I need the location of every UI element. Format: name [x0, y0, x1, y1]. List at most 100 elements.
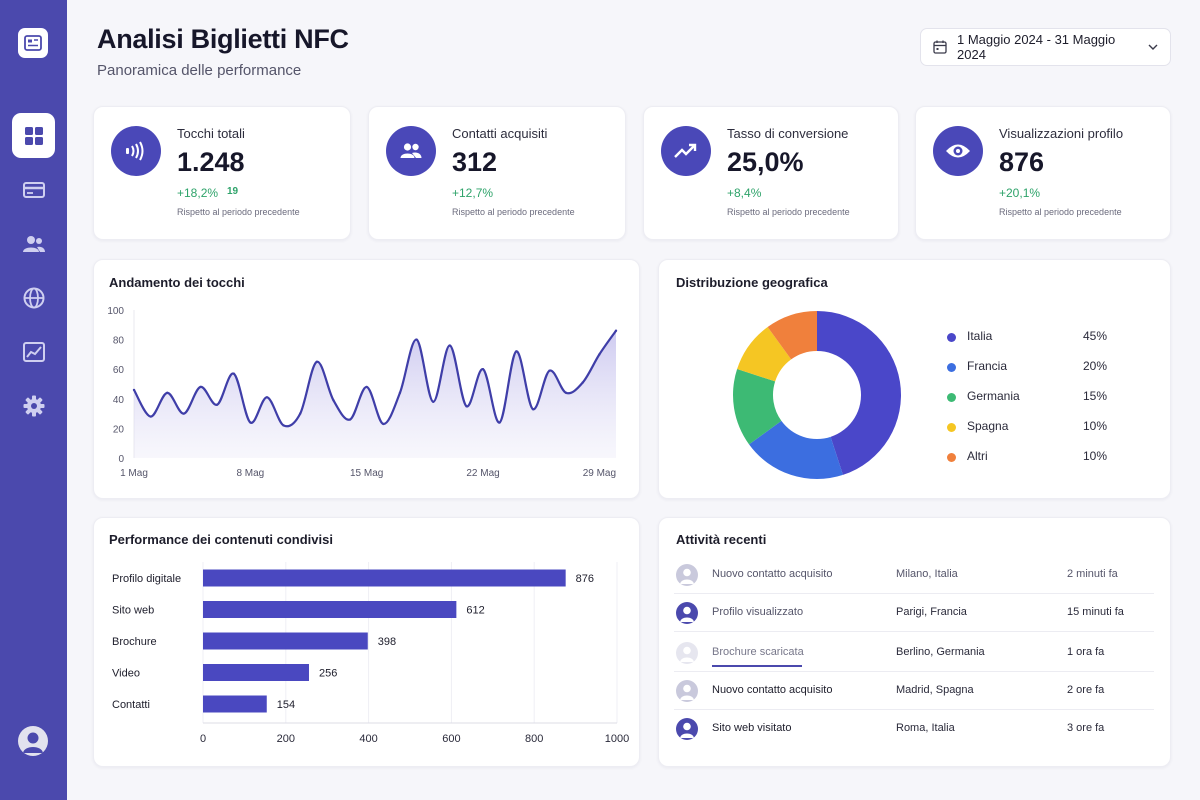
legend-label: Altri [967, 449, 988, 463]
kpi-value: 1.248 [177, 147, 245, 177]
data-point [215, 403, 219, 406]
data-point [481, 368, 485, 371]
activity-description: Sito web visitato [712, 722, 792, 734]
donut-slice-italia[interactable] [817, 311, 901, 475]
legend-item: Altri 10% [947, 449, 1107, 465]
y-tick-label: 60 [113, 365, 125, 376]
x-tick-label: 15 Mag [350, 468, 383, 479]
users-icon [22, 235, 45, 252]
bar-value-label: 398 [378, 636, 396, 648]
bar[interactable] [203, 664, 309, 681]
activity-location: Berlino, Germania [896, 646, 985, 658]
user-avatar[interactable] [18, 726, 48, 756]
donut-slice-francia[interactable] [749, 420, 843, 479]
touches-chart-card: Andamento dei tocchi 0 20 40 60 80 100 1 Mag 8 … [93, 259, 640, 499]
activity-time: 2 ore fa [1067, 684, 1105, 696]
kpi-note: Rispetto al periodo precedente [177, 207, 300, 217]
legend-item: Spagna 10% [947, 419, 1107, 435]
y-tick-label: 80 [113, 336, 125, 347]
user-icon [680, 646, 694, 662]
kpi-card-profile-views: Visualizzazioni profilo 876 +20,1% Rispe… [915, 106, 1171, 240]
bar[interactable] [203, 569, 566, 587]
activity-row[interactable]: Nuovo contatto acquisito Madrid, Spagna … [674, 672, 1154, 710]
x-tick-label: 8 Mag [236, 468, 264, 479]
user-icon [680, 722, 694, 738]
donut-slice-germania[interactable] [733, 369, 782, 445]
activity-row[interactable]: Nuovo contatto acquisito Milano, Italia … [674, 556, 1154, 594]
category-label: Video [112, 668, 140, 680]
bar-value-label: 612 [466, 605, 484, 617]
activity-row[interactable]: Sito web visitato Roma, Italia 3 ore fa [674, 710, 1154, 748]
geo-donut-chart [733, 311, 901, 479]
data-point [581, 381, 584, 384]
legend-value: 15% [1082, 389, 1107, 403]
sidebar [0, 0, 67, 800]
data-point [531, 407, 535, 411]
activity-time: 1 ora fa [1067, 646, 1105, 658]
kpi-card-conversion: Tasso di conversione 25,0% +8,4% Rispett… [643, 106, 899, 240]
content-chart-title: Performance dei contenuti condivisi [109, 532, 333, 547]
data-point [564, 391, 568, 395]
kpi-card-touches: Tocchi totali 1.248 +18,2% 19 Rispetto a… [93, 106, 351, 240]
nav-settings[interactable] [12, 383, 55, 428]
category-label: Contatti [112, 699, 150, 711]
bar[interactable] [203, 632, 368, 650]
date-range-picker[interactable]: 1 Maggio 2024 - 31 Maggio 2024 [920, 28, 1171, 66]
data-point [614, 329, 618, 332]
data-point [332, 399, 335, 402]
activity-description: Nuovo contatto acquisito [712, 684, 833, 696]
touches-area-chart: 0 20 40 60 80 100 1 Mag 8 Mag 15 Mag 22 Mag 29 Mag [107, 306, 618, 479]
data-point [249, 421, 252, 424]
legend-item: Germania 15% [947, 389, 1107, 405]
page-title: Analisi Biglietti NFC [97, 24, 349, 54]
activity-time: 15 minuti fa [1067, 606, 1124, 618]
activity-location: Roma, Italia [896, 722, 955, 734]
legend-item: Francia 20% [947, 359, 1107, 375]
nav-dashboard[interactable] [12, 113, 55, 158]
people-icon [400, 143, 422, 158]
nav-cards[interactable] [12, 167, 55, 212]
legend-dot [947, 423, 956, 432]
page-subtitle: Panoramica delle performance [97, 62, 302, 79]
touches-chart-title: Andamento dei tocchi [109, 275, 245, 290]
user-icon [680, 606, 694, 622]
kpi-label: Tocchi totali [177, 126, 245, 141]
data-point [315, 360, 319, 363]
kpi-note: Rispetto al periodo precedente [452, 207, 575, 217]
dashboard-grid-icon [24, 126, 43, 145]
data-point [382, 422, 385, 426]
bar[interactable] [203, 695, 267, 713]
activity-description: Brochure scaricata [712, 646, 804, 658]
nav-analytics[interactable] [12, 329, 55, 374]
kpi-value: 876 [999, 147, 1045, 177]
content-chart-card: Performance dei contenuti condivisi 0 200… [93, 517, 640, 767]
activity-row[interactable]: Profilo visualizzato Parigi, Francia 15 … [674, 594, 1154, 632]
date-range-label: 1 Maggio 2024 - 31 Maggio 2024 [957, 32, 1116, 62]
app-logo[interactable] [18, 28, 48, 58]
donut-slice-spagna[interactable] [737, 327, 792, 382]
legend-dot [947, 393, 956, 402]
geo-chart-title: Distribuzione geografica [676, 275, 828, 290]
data-point [199, 385, 202, 389]
bar[interactable] [203, 601, 457, 618]
bar-value-label: 256 [319, 668, 337, 680]
category-label: Profilo digitale [112, 573, 181, 585]
activity-description: Profilo visualizzato [712, 606, 804, 618]
kpi-card-contacts: Contatti acquisiti 312 +12,7% Rispetto a… [368, 106, 626, 240]
nav-contacts[interactable] [12, 221, 55, 266]
legend-label: Francia [967, 359, 1008, 373]
x-tick-label: 1000 [605, 733, 629, 745]
legend-label: Germania [967, 389, 1020, 403]
legend-item: Italia 45% [947, 329, 1107, 345]
activity-title: Attività recenti [676, 532, 767, 547]
y-tick-label: 40 [113, 395, 125, 406]
legend-value: 45% [1082, 329, 1107, 343]
activity-row[interactable]: Brochure scaricata Berlino, Germania 1 o… [674, 634, 1154, 672]
donut-slice-altri[interactable] [767, 311, 817, 360]
y-tick-label: 0 [118, 454, 124, 465]
x-tick-label: 22 Mag [466, 468, 499, 479]
nav-geography[interactable] [12, 275, 55, 320]
kpi-change: +20,1% [999, 186, 1041, 200]
user-icon [680, 684, 694, 700]
activity-avatar [676, 564, 698, 586]
